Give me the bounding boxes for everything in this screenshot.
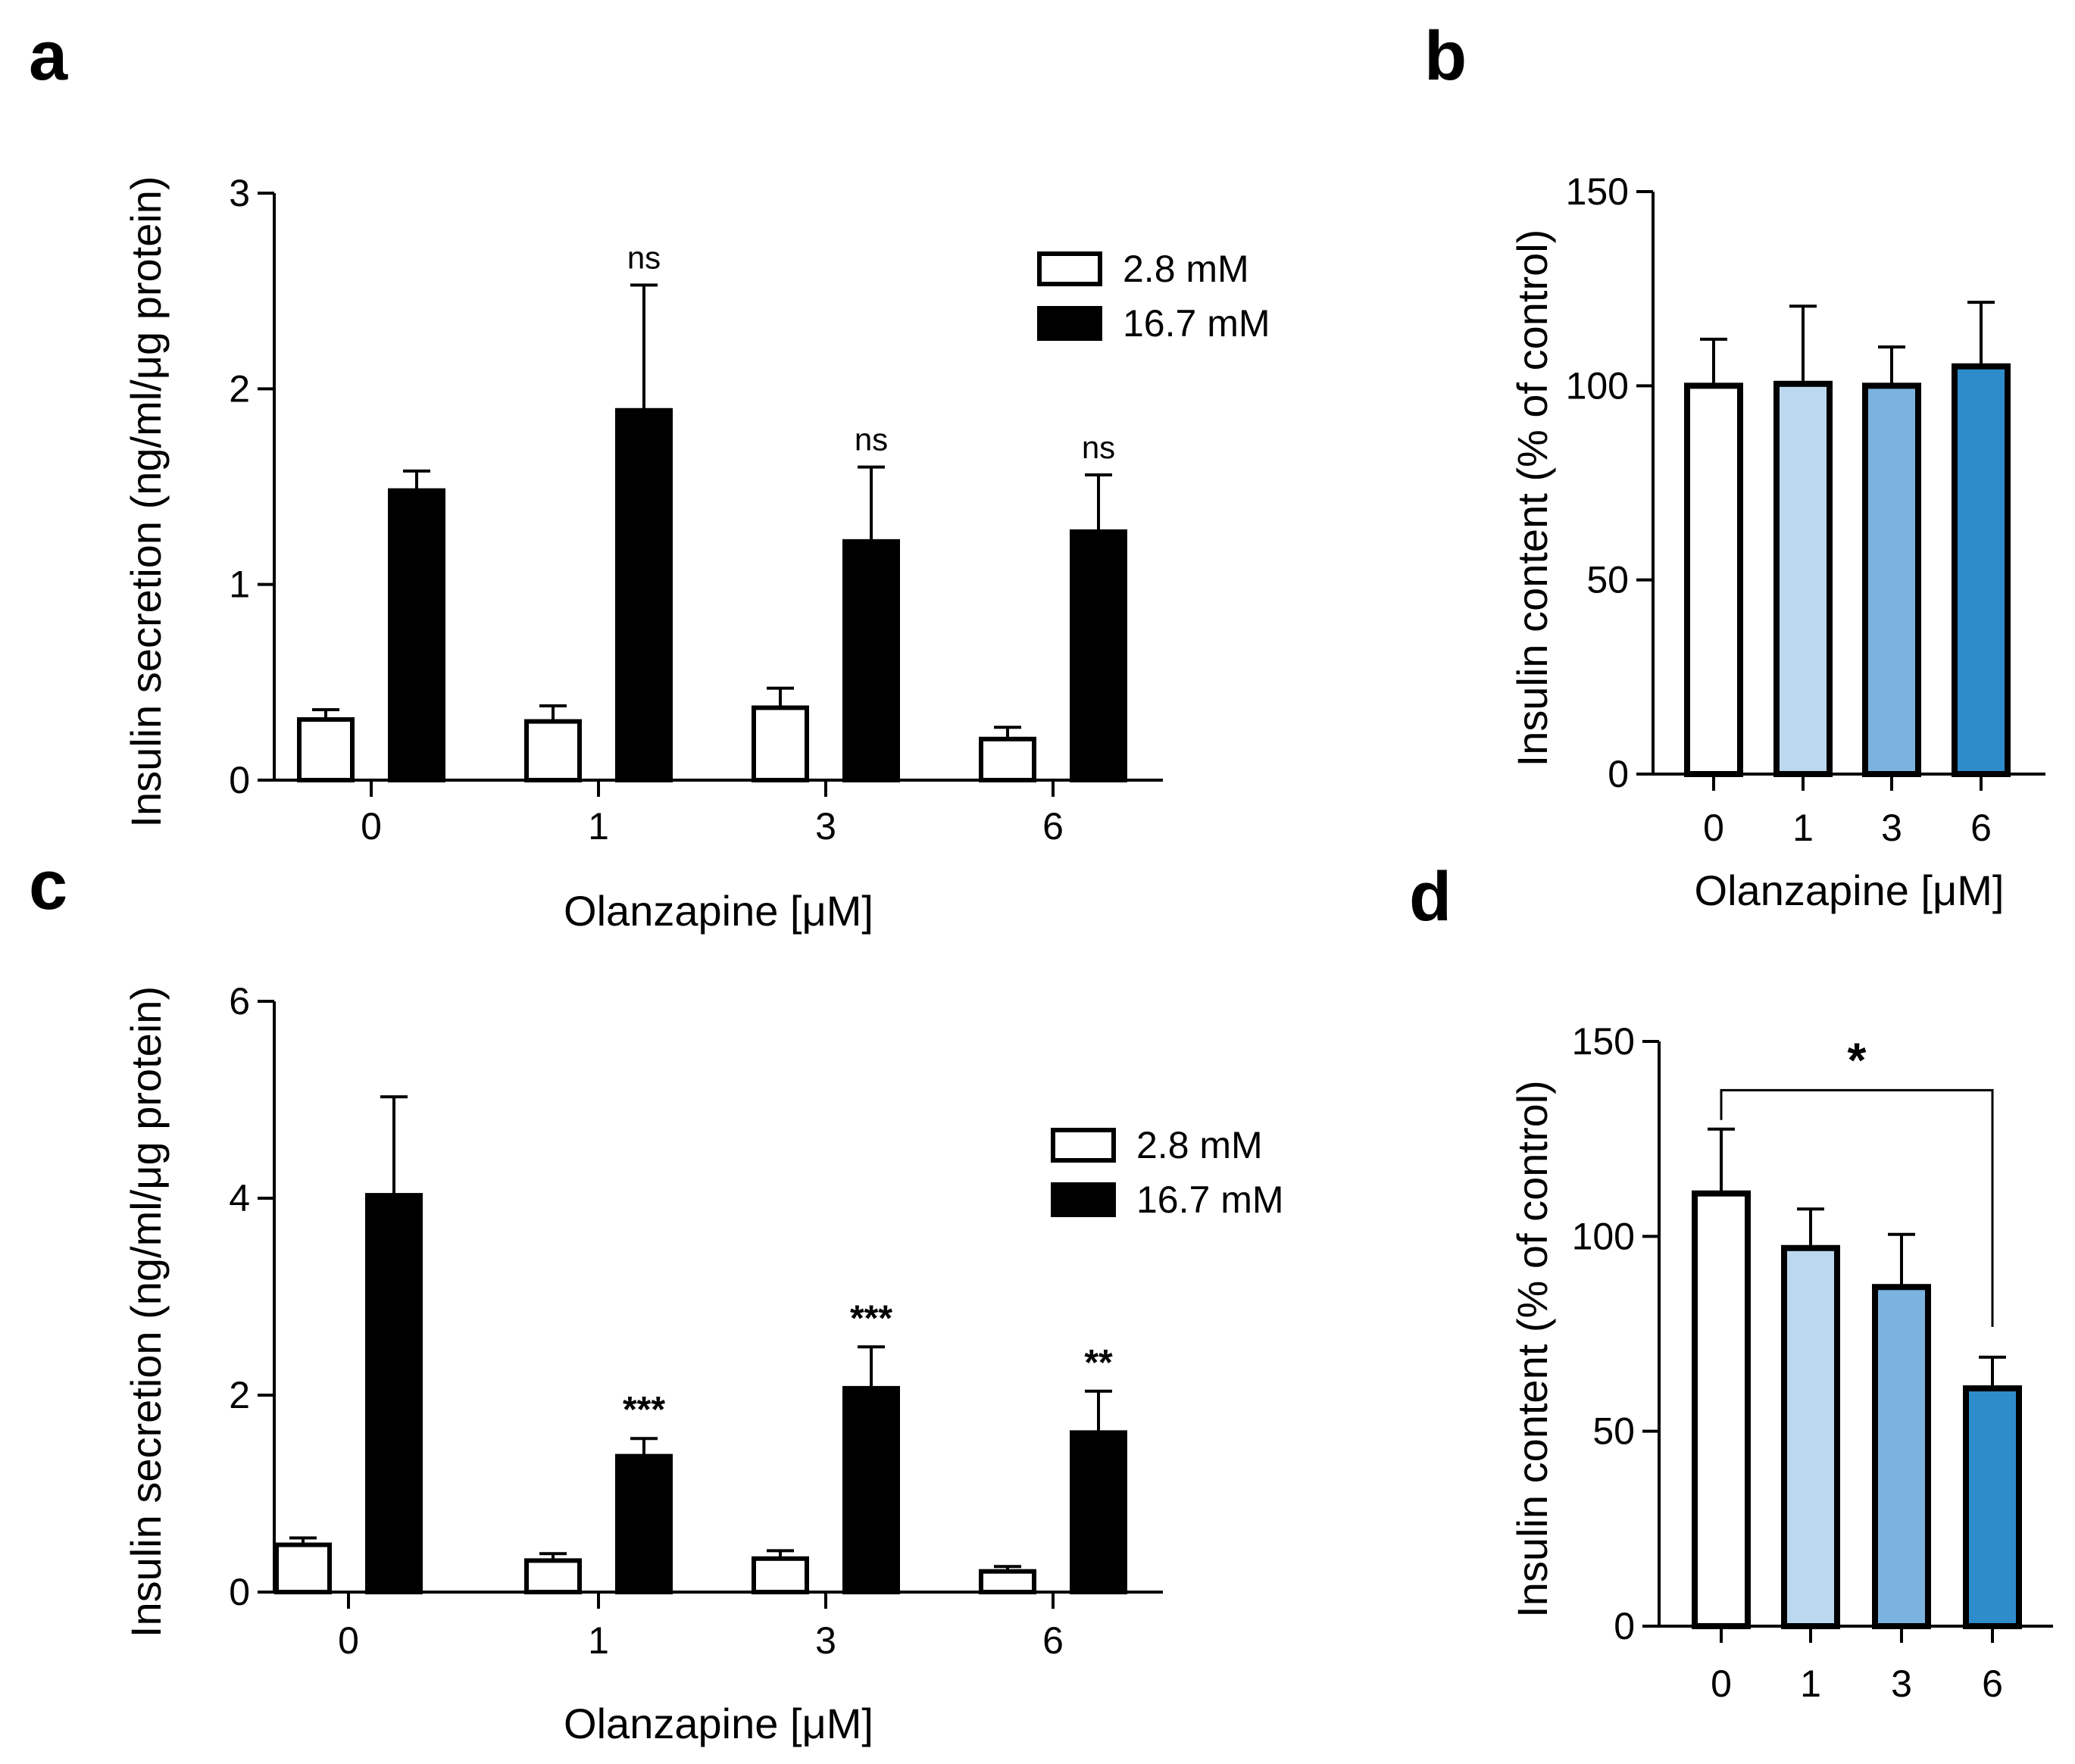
bar-c-s1-3 [1070,1430,1127,1595]
significance-label-a-1: ns [855,422,888,457]
y-tick-label-c-2: 4 [229,1177,250,1219]
legend-label-c-0: 2.8 mM [1136,1124,1263,1166]
y-tick-label-a-2: 2 [229,367,250,410]
y-tick-label-b-1: 50 [1586,559,1629,601]
y-axis-title-b: Insulin content (% of control) [1508,229,1556,767]
panel-label-a: a [29,17,68,95]
significance-label-a-2: ns [1082,429,1115,465]
significance-label-d: * [1848,1032,1867,1087]
legend-swatch-a-0 [1037,251,1102,286]
y-tick-label-a-0: 0 [229,759,250,801]
bar-d-2 [1872,1284,1931,1629]
significance-label-c-2: ** [1084,1343,1113,1383]
x-tick-label-d-2: 3 [1891,1663,1912,1705]
bar-c-s0-0 [274,1542,332,1594]
significance-label-c-0: *** [623,1390,665,1430]
panel-label-b: b [1424,17,1467,95]
bar-c-s1-2 [842,1385,900,1595]
x-tick-label-b-1: 1 [1792,807,1814,849]
legend-label-c-1: 16.7 mM [1136,1179,1284,1221]
bar-d-0 [1692,1190,1751,1629]
legend-label-a-0: 2.8 mM [1123,248,1249,290]
y-axis-title-c: Insulin secretion (ng/ml/μg protein) [122,986,170,1638]
y-tick-label-a-3: 3 [229,172,250,214]
significance-label-a-0: ns [627,239,661,275]
x-axis-title-c: Olanzapine [μM] [564,1700,873,1747]
legend-label-a-1: 16.7 mM [1123,302,1270,345]
x-tick-label-b-0: 0 [1703,807,1724,849]
significance-bracket-d [1720,1088,1994,1327]
bar-b-2 [1862,382,1921,778]
bar-c-s0-1 [524,1558,582,1594]
bar-a-s1-2 [842,539,900,782]
x-tick-label-b-3: 6 [1970,807,1992,849]
x-tick-label-d-3: 6 [1982,1663,2003,1705]
y-tick-label-b-0: 0 [1608,753,1629,795]
bar-a-s1-3 [1070,529,1127,783]
bar-a-s0-0 [297,717,355,783]
y-axis-title-a: Insulin secretion (ng/ml/μg protein) [122,176,170,827]
bar-c-s1-0 [365,1193,423,1594]
bar-a-s0-3 [979,736,1036,782]
legend-swatch-a-1 [1037,306,1102,341]
bar-c-s0-3 [979,1569,1036,1594]
y-tick-label-c-0: 0 [229,1571,250,1613]
bar-d-3 [1963,1385,2022,1629]
y-tick-label-a-1: 1 [229,564,250,606]
x-tick-label-c-2: 3 [815,1619,836,1662]
bar-a-s1-1 [615,407,673,782]
x-tick-label-a-2: 3 [815,805,836,848]
x-tick-label-c-3: 6 [1042,1619,1064,1662]
panel-label-d: d [1409,858,1452,935]
x-tick-label-d-0: 0 [1711,1663,1732,1705]
x-tick-label-b-2: 3 [1881,807,1902,849]
x-tick-label-a-0: 0 [361,805,382,848]
x-tick-label-c-0: 0 [338,1619,359,1662]
bar-b-1 [1773,380,1833,777]
y-tick-label-d-3: 150 [1572,1020,1635,1063]
bar-d-1 [1781,1244,1840,1629]
y-axis-title-d: Insulin content (% of control) [1508,1080,1556,1618]
legend-swatch-c-0 [1051,1128,1116,1163]
y-tick-label-d-1: 50 [1592,1410,1635,1453]
x-tick-label-a-1: 1 [588,805,609,848]
x-tick-label-a-3: 6 [1042,805,1064,848]
bar-c-s0-2 [752,1556,809,1595]
y-tick-label-c-1: 2 [229,1374,250,1416]
bar-a-s1-0 [388,488,445,783]
legend-swatch-c-1 [1051,1182,1116,1217]
bar-c-s1-1 [615,1453,673,1594]
y-tick-label-b-2: 100 [1566,364,1629,407]
x-tick-label-d-1: 1 [1800,1663,1821,1705]
significance-label-c-1: *** [850,1298,892,1338]
y-tick-label-c-3: 6 [229,980,250,1022]
bar-b-3 [1952,363,2011,777]
bar-b-0 [1684,382,1743,778]
panel-label-c: c [29,847,67,924]
bar-a-s0-2 [752,705,809,783]
x-axis-title-a: Olanzapine [μM] [564,887,873,935]
y-tick-label-d-0: 0 [1614,1605,1635,1647]
x-tick-label-c-1: 1 [588,1619,609,1662]
x-axis-title-b: Olanzapine [μM] [1695,866,2005,914]
bar-a-s0-1 [524,719,582,782]
y-tick-label-b-3: 150 [1566,170,1629,213]
y-tick-label-d-2: 100 [1572,1215,1635,1257]
